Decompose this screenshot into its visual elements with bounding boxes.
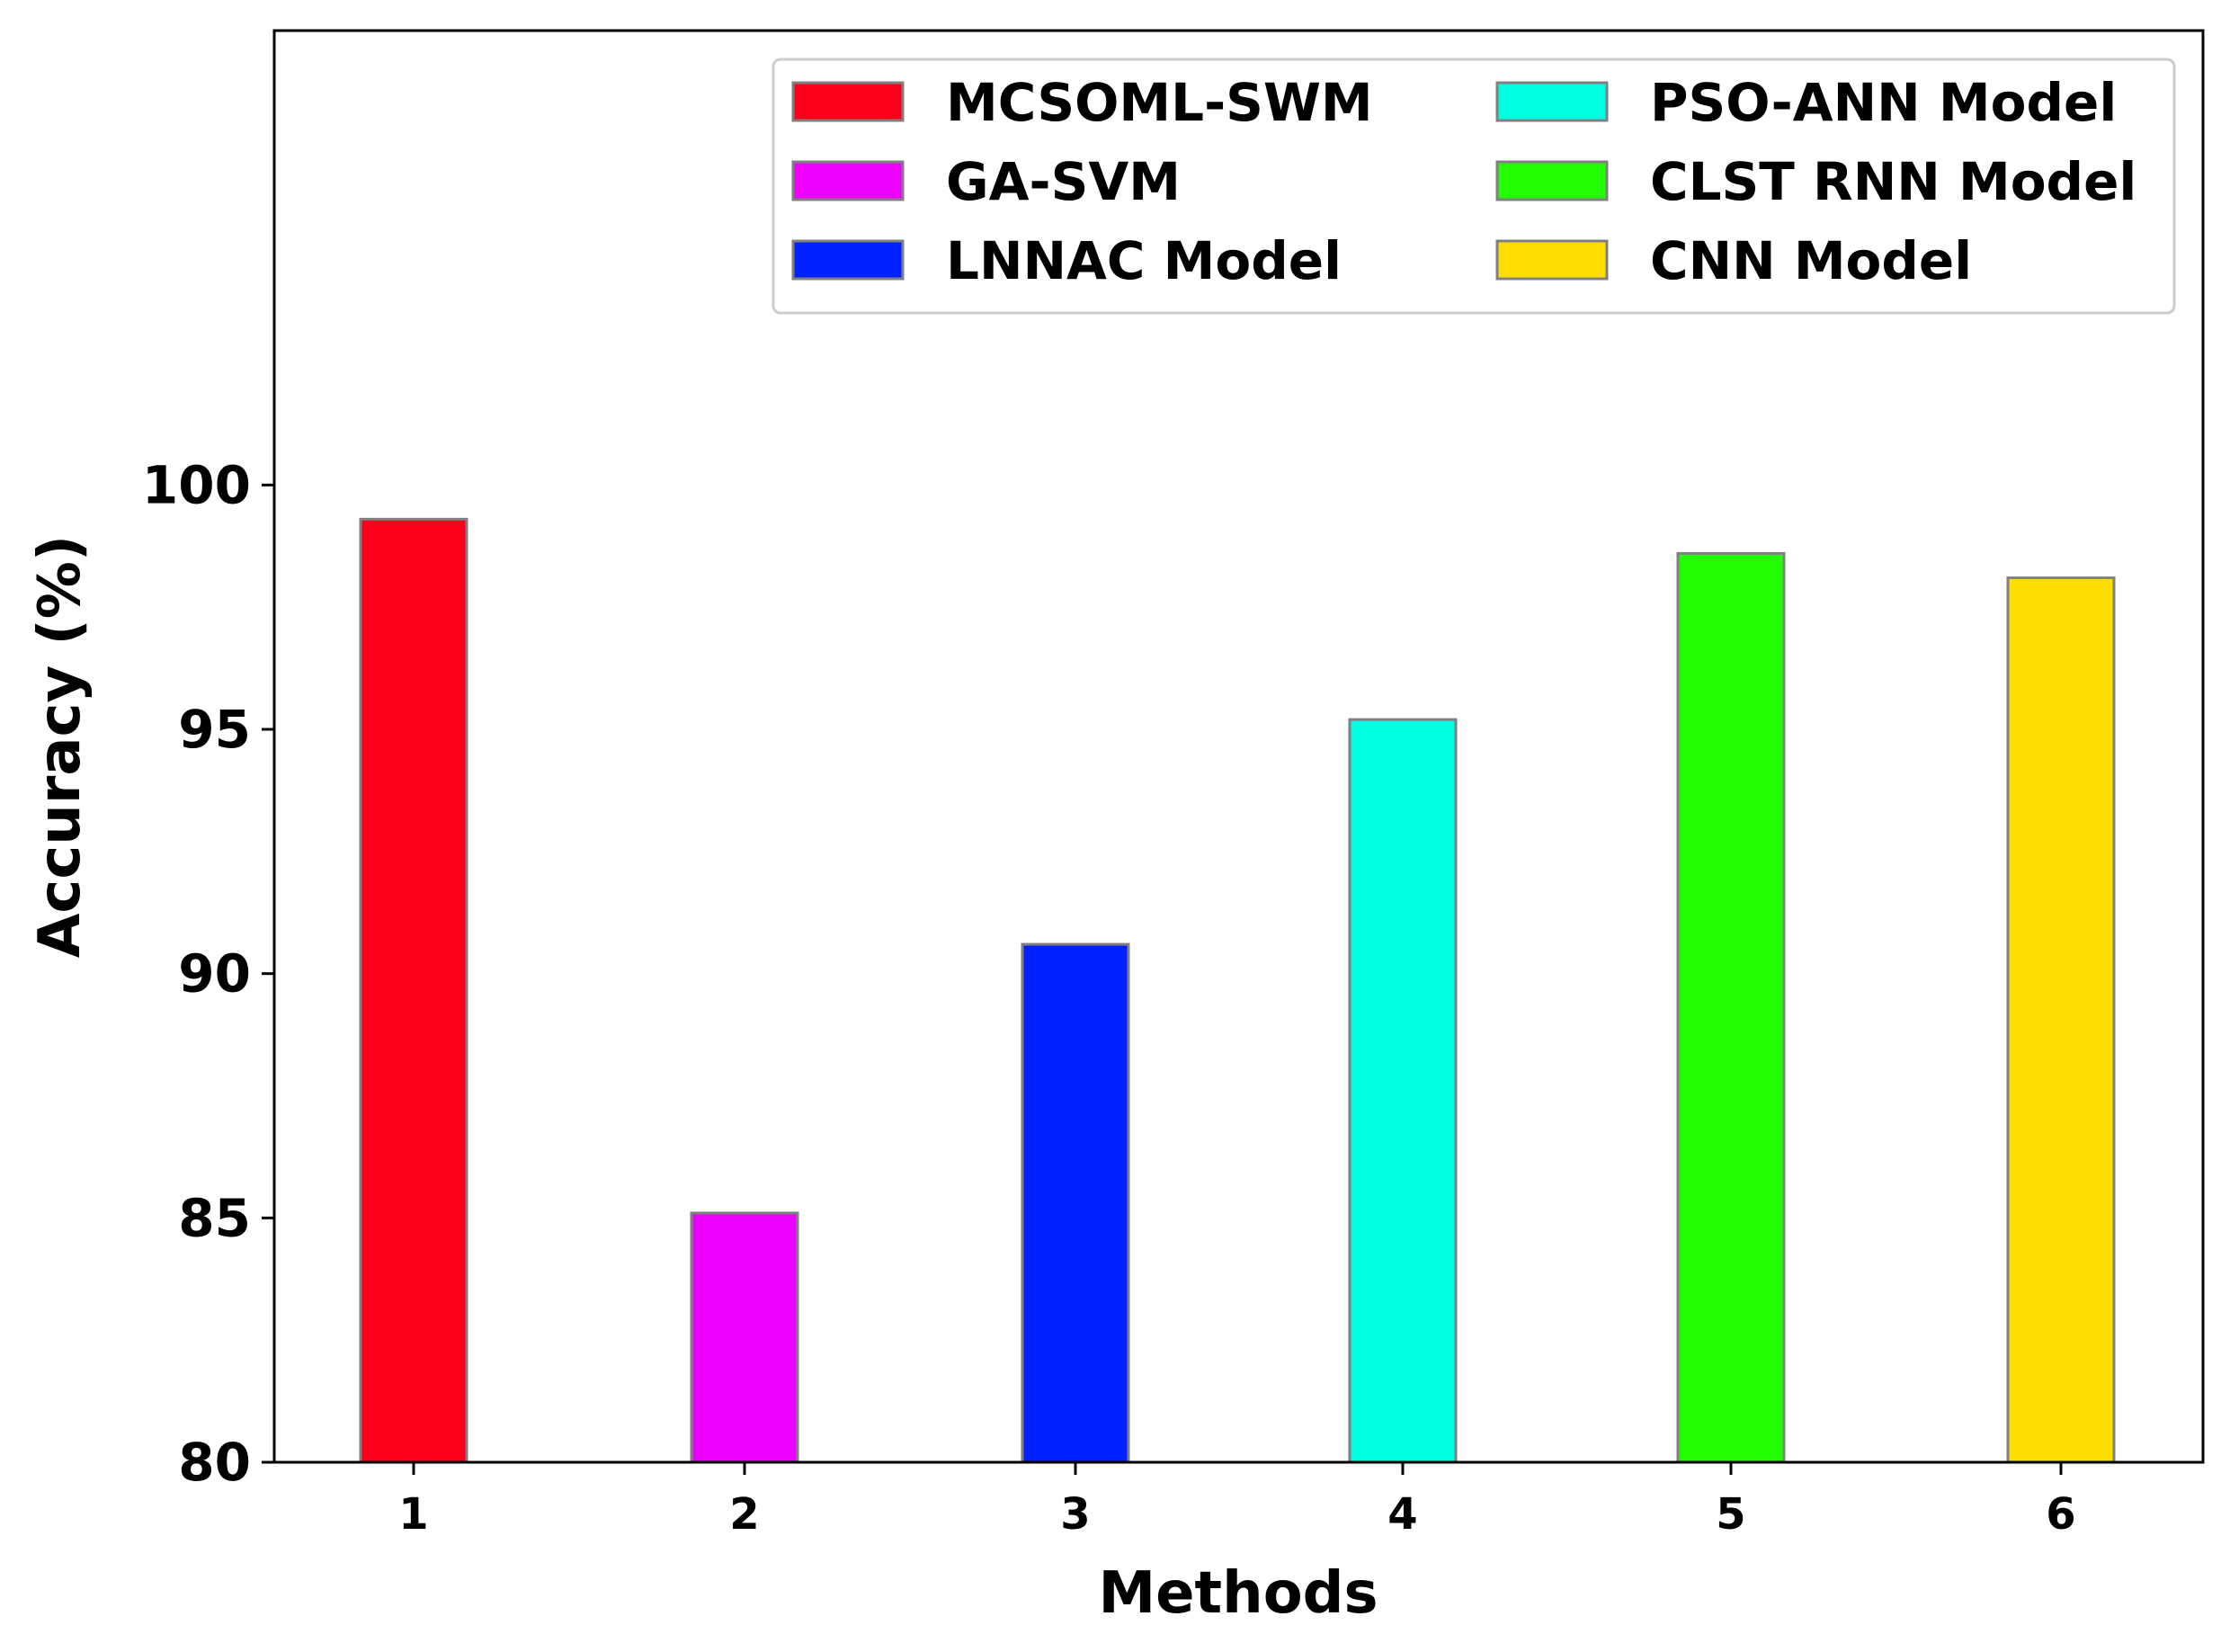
legend-swatch (1495, 81, 1609, 122)
legend-swatch (791, 239, 905, 281)
bar-6 (2006, 576, 2116, 1464)
y-tick-label: 90 (178, 943, 251, 1005)
y-axis-title: Accuracy (%) (27, 535, 94, 958)
legend: MCSOML-SWM GA-SVM LNNAC Model PSO-ANN Model… (772, 58, 2176, 315)
plot-frame (272, 29, 2205, 1464)
x-tick-label: 5 (1716, 1489, 1745, 1540)
x-tick-label: 2 (729, 1489, 759, 1540)
legend-box (772, 58, 2176, 315)
legend-swatch (1495, 160, 1609, 201)
x-tick-label: 1 (398, 1489, 428, 1540)
legend-label: MCSOML-SWM (946, 72, 1373, 133)
x-tick-label: 3 (1060, 1489, 1090, 1540)
bar-1 (359, 517, 468, 1464)
legend-swatch (1495, 239, 1609, 281)
bars-layer (359, 517, 2116, 1464)
y-tick-label: 80 (178, 1432, 251, 1493)
x-tick-label: 6 (2046, 1489, 2075, 1540)
legend-swatch (791, 81, 905, 122)
legend-label: LNNAC Model (946, 230, 1342, 291)
legend-label: GA-SVM (946, 151, 1181, 212)
y-axis-ticks: 80 85 90 95 100 (142, 454, 274, 1493)
legend-swatch (791, 160, 905, 201)
y-tick-label: 100 (142, 454, 251, 515)
x-axis-ticks: 1 2 3 4 5 6 (398, 1462, 2076, 1540)
bar-2 (690, 1211, 799, 1464)
bar-4 (1348, 718, 1458, 1464)
legend-label: CLST RNN Model (1650, 151, 2136, 212)
x-axis-title: Methods (1098, 1560, 1378, 1627)
x-tick-label: 4 (1387, 1489, 1417, 1540)
legend-label: CNN Model (1650, 230, 1972, 291)
bar-3 (1021, 942, 1130, 1464)
bar-5 (1676, 551, 1786, 1464)
y-tick-label: 95 (178, 699, 251, 760)
y-tick-label: 85 (178, 1187, 251, 1248)
legend-label: PSO-ANN Model (1650, 72, 2117, 133)
